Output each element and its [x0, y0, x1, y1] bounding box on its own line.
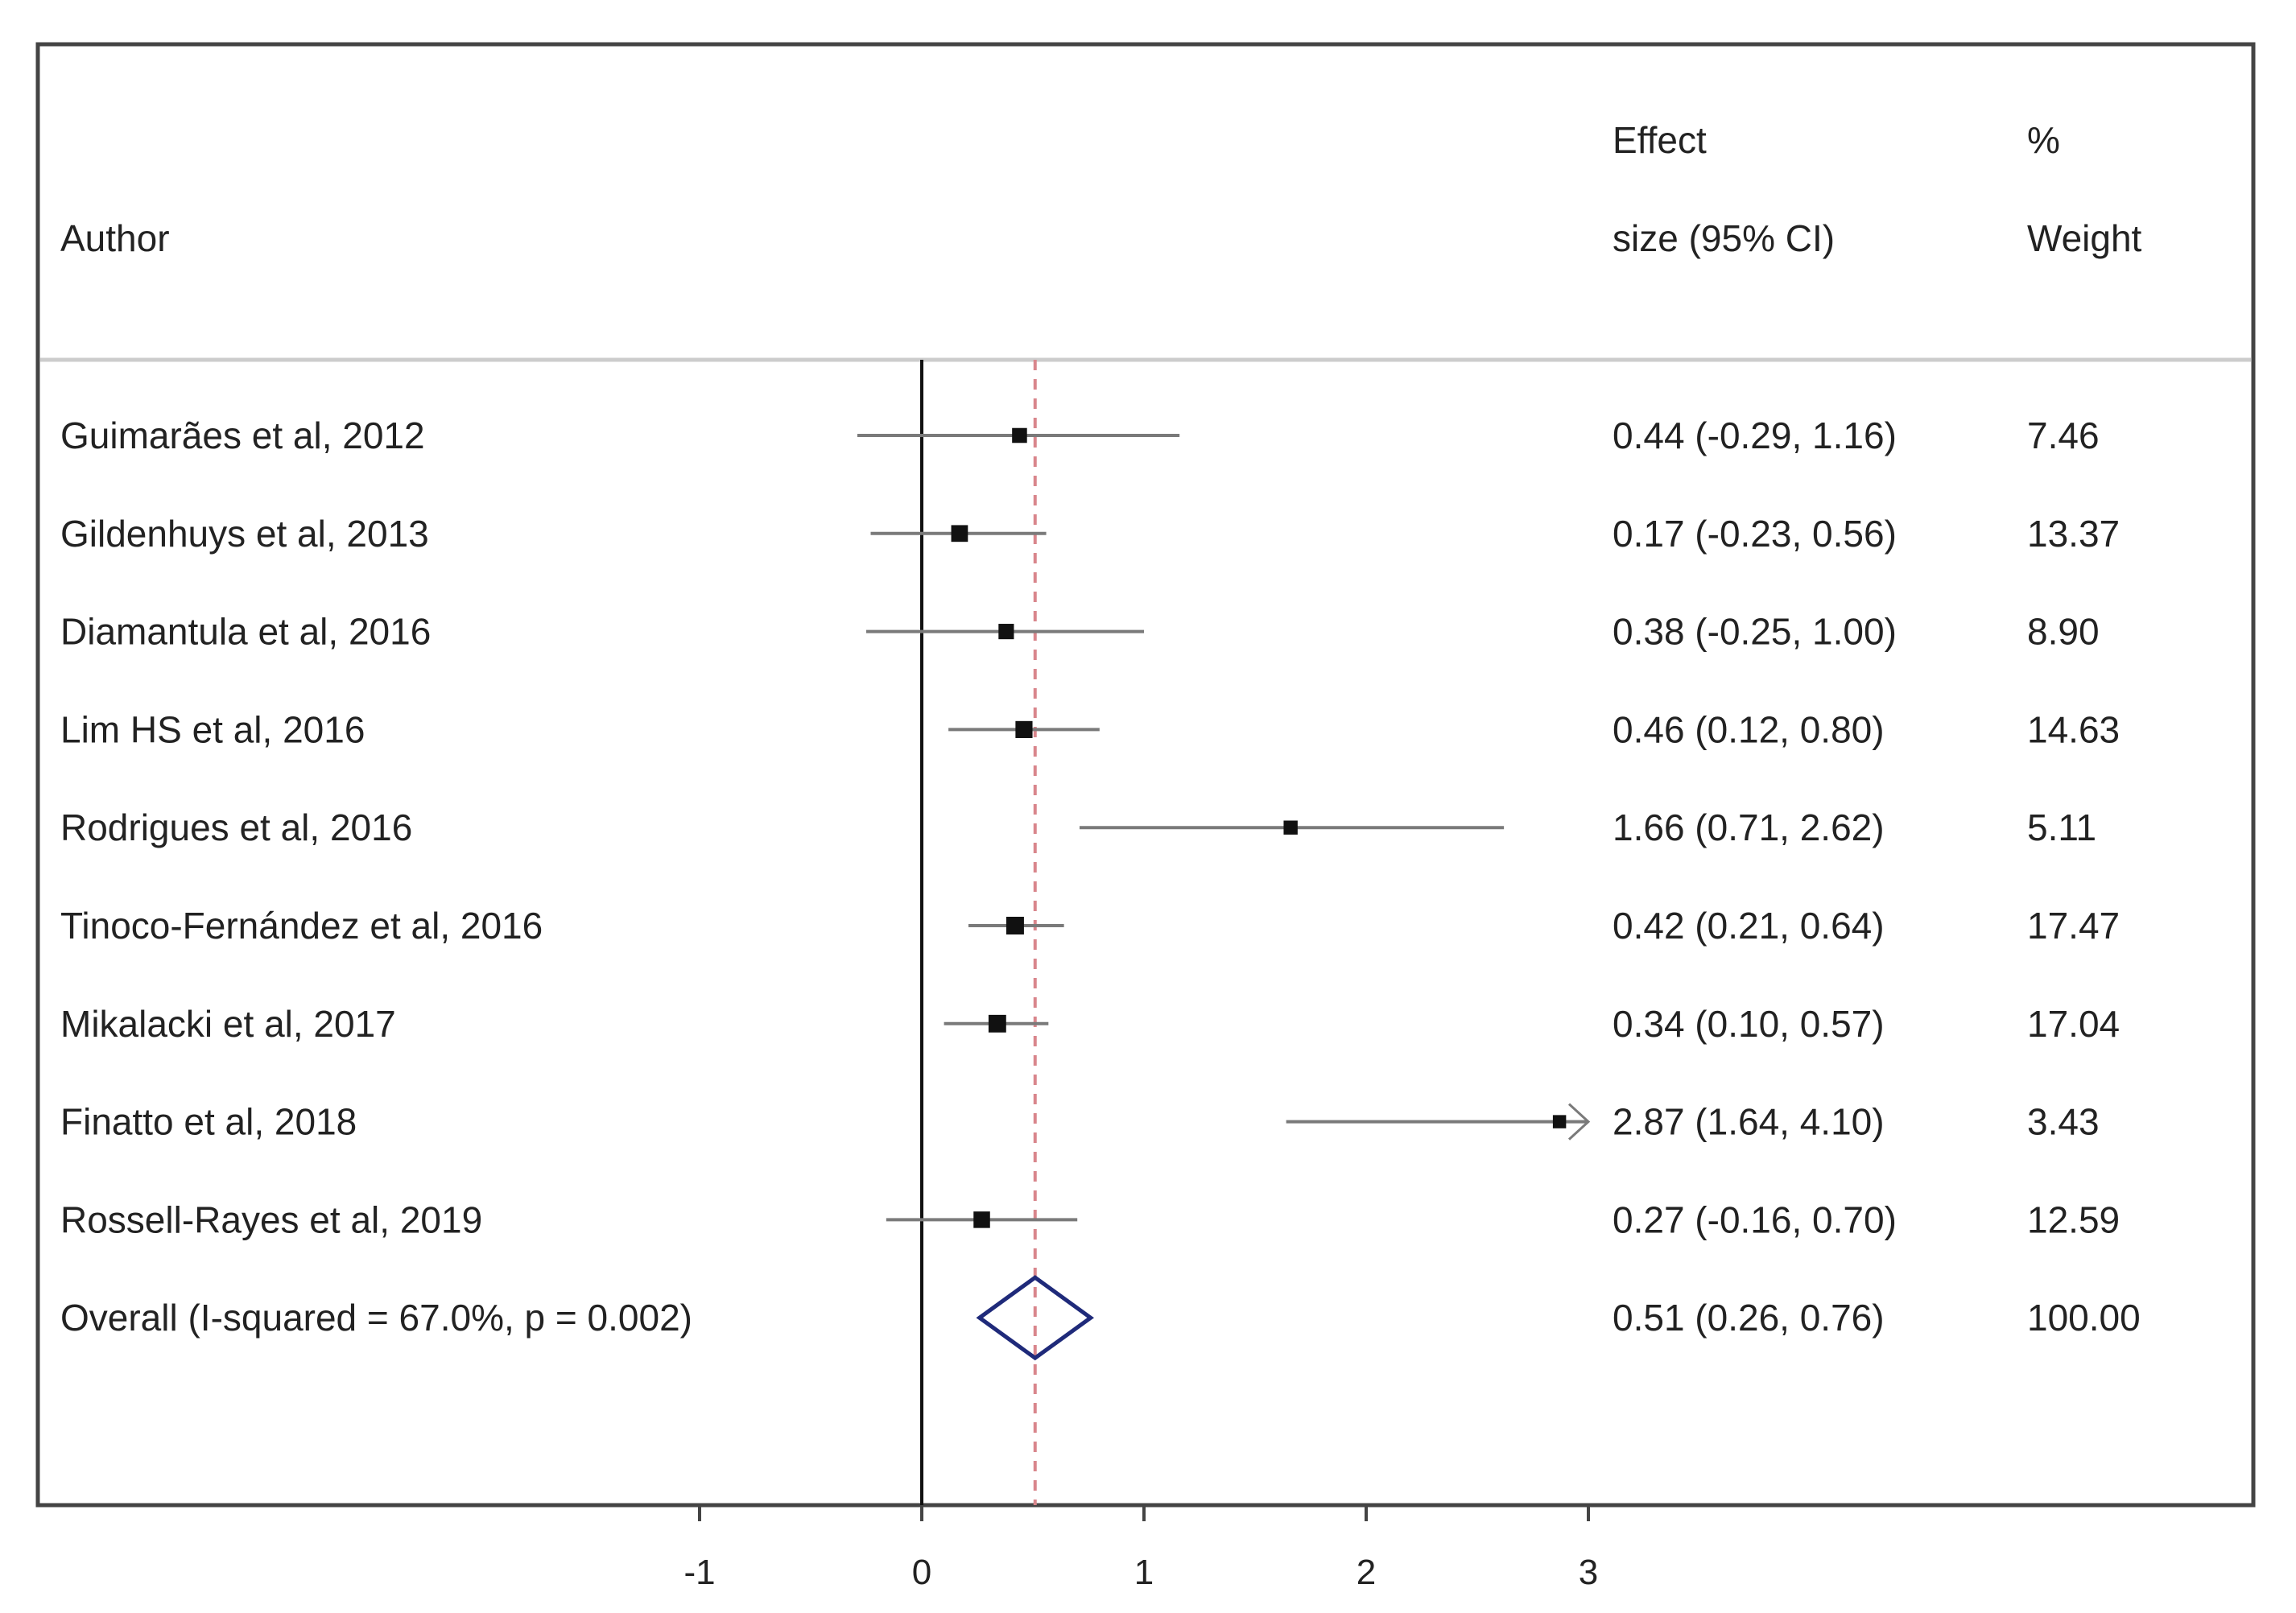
reference-lines [920, 360, 1037, 1505]
x-tick-label: -1 [683, 1553, 715, 1592]
effect-point [951, 525, 968, 542]
effect-point [1006, 917, 1024, 934]
effect-point [973, 1211, 990, 1228]
study-author: Lim HS et al, 2016 [60, 708, 365, 750]
effect-size-text: 0.46 (0.12, 0.80) [1613, 708, 1885, 750]
weight-text: 12.59 [2027, 1198, 2120, 1240]
study-author: Guimarães et al, 2012 [60, 415, 425, 456]
effect-size-text: 0.34 (0.10, 0.57) [1613, 1003, 1885, 1045]
overall-row: Overall (I-squared = 67.0%, p = 0.002) 0.… [60, 1275, 2141, 1361]
study-row: Rossell-Rayes et al, 2019 0.27 (-0.16, 0.… [60, 1198, 2120, 1240]
plot-frame [35, 42, 2256, 1508]
effect-point [1552, 1115, 1567, 1128]
effect-size-text: 0.42 (0.21, 0.64) [1613, 905, 1885, 947]
study-row: Rodrigues et al, 2016 1.66 (0.71, 2.62) 5.… [60, 806, 2096, 848]
study-author: Diamantula et al, 2016 [60, 611, 431, 653]
study-author: Finatto et al, 2018 [60, 1101, 357, 1143]
study-row: Gildenhuys et al, 2013 0.17 (-0.23, 0.56)… [60, 513, 2120, 555]
study-row: Tinoco-Fernández et al, 2016 0.42 (0.21, … [60, 905, 2120, 947]
overall-effect-text: 0.51 (0.26, 0.76) [1613, 1297, 1885, 1339]
effect-size-text: 0.44 (-0.29, 1.16) [1613, 415, 1897, 456]
study-author: Mikalacki et al, 2017 [60, 1003, 396, 1045]
overall-weight-text: 100.00 [2027, 1297, 2141, 1339]
weight-text: 14.63 [2027, 708, 2120, 750]
weight-header-line1: % [2027, 119, 2060, 161]
study-author: Tinoco-Fernández et al, 2016 [60, 905, 543, 947]
effect-point [1012, 427, 1027, 443]
x-tick-label: 0 [912, 1553, 931, 1592]
effect-size-text: 1.66 (0.71, 2.62) [1613, 806, 1885, 848]
study-row: Guimarães et al, 2012 0.44 (-0.29, 1.16) 7… [60, 415, 2100, 456]
effect-size-text: 2.87 (1.64, 4.10) [1613, 1101, 1885, 1143]
weight-text: 5.11 [2027, 806, 2096, 848]
study-author: Gildenhuys et al, 2013 [60, 513, 429, 555]
weight-text: 13.37 [2027, 513, 2120, 555]
study-row: Finatto et al, 2018 2.87 (1.64, 4.10) 3.43 [60, 1101, 2100, 1143]
study-row: Lim HS et al, 2016 0.46 (0.12, 0.80) 14.63 [60, 708, 2120, 750]
effect-header-line2: size (95% CI) [1613, 217, 1835, 259]
weight-text: 3.43 [2027, 1101, 2100, 1143]
study-rows: Guimarães et al, 2012 0.44 (-0.29, 1.16) 7… [60, 415, 2141, 1361]
overall-diamond [976, 1275, 1095, 1361]
truncation-arrow [1567, 1103, 1591, 1141]
weight-text: 7.46 [2027, 415, 2100, 456]
study-author: Rodrigues et al, 2016 [60, 806, 412, 848]
x-tick-label: 1 [1134, 1553, 1154, 1592]
weight-text: 8.90 [2027, 611, 2100, 653]
effect-point [998, 624, 1014, 640]
study-row: Mikalacki et al, 2017 0.34 (0.10, 0.57) 17… [60, 1003, 2120, 1045]
study-author: Rossell-Rayes et al, 2019 [60, 1198, 482, 1240]
x-tick-label: 2 [1357, 1553, 1376, 1592]
x-tick-label: 3 [1579, 1553, 1598, 1592]
weight-text: 17.47 [2027, 905, 2120, 947]
study-row: Diamantula et al, 2016 0.38 (-0.25, 1.00)… [60, 611, 2100, 653]
x-axis: -1 0 1 2 3 [683, 1505, 1598, 1592]
weight-header-line2: Weight [2027, 217, 2142, 259]
weight-text: 17.04 [2027, 1003, 2120, 1045]
effect-point [1283, 820, 1298, 835]
author-header: Author [60, 217, 170, 259]
effect-size-text: 0.27 (-0.16, 0.70) [1613, 1198, 1897, 1240]
overall-label: Overall (I-squared = 67.0%, p = 0.002) [60, 1297, 692, 1339]
effect-point [1015, 720, 1033, 738]
effect-size-text: 0.17 (-0.23, 0.56) [1613, 513, 1897, 555]
effect-point [988, 1014, 1006, 1033]
effect-size-text: 0.38 (-0.25, 1.00) [1613, 611, 1897, 653]
effect-header-line1: Effect [1613, 119, 1707, 161]
